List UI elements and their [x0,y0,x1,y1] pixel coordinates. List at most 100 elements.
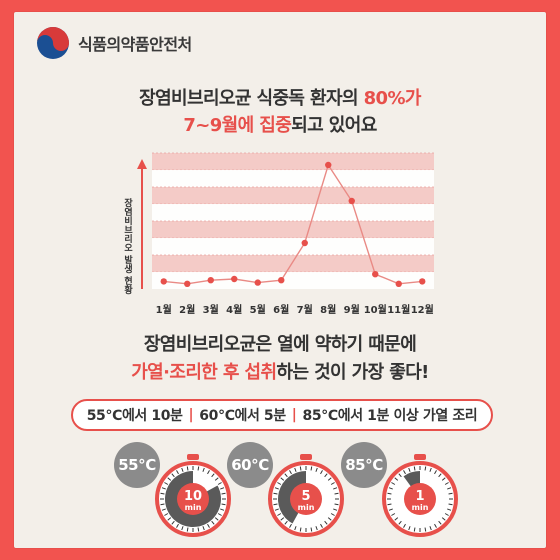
timer-tick [176,523,179,528]
x-tick-label: 2월 [179,304,195,316]
timer-tick [186,527,189,532]
timer-tick [387,492,392,495]
data-point [419,278,426,285]
temperature-badge: 60℃ [227,442,273,488]
timer-tick [429,467,432,472]
timer-tick [324,520,328,525]
timer-tick [434,523,437,528]
timer-tick [217,482,222,485]
timer-tick [220,487,225,490]
timer-tick [334,503,339,506]
timer-tick [324,473,328,478]
timer-tick [448,492,453,495]
timer-tick [388,487,393,490]
timer-tick [214,477,219,481]
timer-tick [289,470,292,475]
timer-tick [273,503,278,506]
subhead-line-2: 가열·조리한 후 섭취하는 것이 가장 좋다! [14,358,546,384]
data-point [348,197,355,205]
data-point [372,271,379,278]
timer-tick [388,508,393,511]
org-name: 식품의약품안전처 [78,35,192,54]
subhead-text-2: 하는 것이 가장 좋다! [276,362,429,383]
timer-tick [284,520,288,525]
cooking-guide-item: 85℃에서 1분 이상 가열 조리 [302,408,478,424]
timer-tick [327,477,332,481]
timer-tick [171,473,175,478]
timer-tick [438,520,442,525]
timer-tick [197,527,200,532]
timer-tick [167,477,172,481]
timer-tick [164,482,169,485]
timer-tick [181,467,184,472]
subhead-line-1: 장염비브리오균은 열에 약하기 때문에 [14,330,546,356]
headline-text: 장염비브리오균 식중독 환자의 [139,88,364,109]
timer-tick [299,527,302,532]
timer-tick [202,526,205,531]
timer-tick [408,526,411,531]
data-point [395,280,402,287]
timer-tick [310,466,313,471]
timer-tick [197,466,200,471]
timer-tick [160,503,165,506]
timer-tick [330,513,335,516]
timer-tick [207,470,210,475]
divider: | [188,407,194,423]
timer-tick [444,482,449,485]
x-tick-label: 10월 [364,304,387,316]
timer-tick [403,523,406,528]
data-point [184,280,191,287]
temperature-badge: 55℃ [114,442,160,488]
monthly-incidence-chart: 1월 2월 3월 4월 5월 6월 7월 8월 9월 10월 11월 12월 [137,152,434,316]
chart-band [152,153,434,170]
timer-tick [408,467,411,472]
timer-tick [413,527,416,532]
timer-tick [334,492,339,495]
timer-tick [284,473,288,478]
series-line [163,163,423,285]
headline-text-2: 되고 있어요 [291,115,377,136]
timer-tick [274,508,279,511]
timer-tick [394,477,399,481]
headline-line-2: 7~9월에 집중되고 있어요 [14,111,546,137]
data-point [207,277,214,284]
timer-tick [391,482,396,485]
timer-tick [398,473,402,478]
x-tick-label: 7월 [297,304,313,316]
y-axis-arrow-icon [137,159,147,169]
divider: | [291,407,297,423]
timer-tick [280,477,285,481]
timer-tick [176,470,179,475]
timer-tick [299,466,302,471]
timer-tick [448,503,453,506]
timer-knob [300,454,312,460]
timer-tick [424,466,427,471]
timer-tick [447,508,452,511]
chart-band [152,187,434,204]
chart-band [152,170,434,187]
timer-dial-icon: 10 min [148,452,238,542]
timer-tick [202,467,205,472]
headline-line-1: 장염비브리오균 식중독 환자의 80%가 [14,84,546,110]
timer-center [177,483,209,515]
timer-tick [167,517,172,521]
timer-tick [398,520,402,525]
timer-unit: min [412,503,429,512]
timer-tick [221,503,226,506]
timer-tick [220,508,225,511]
timer-tick [434,470,437,475]
timer-tick [403,470,406,475]
x-tick-label: 12월 [411,304,434,316]
timer-tick [394,517,399,521]
timer-knob [187,454,199,460]
data-point [160,278,167,285]
headline-accent: 80%가 [363,88,422,109]
timer-tick [211,473,215,478]
x-tick-label: 3월 [203,304,219,316]
chart-band [152,204,434,221]
timer-tick [441,477,446,481]
timer-tick [330,482,335,485]
timer-tick [217,513,222,516]
timer-unit: min [185,503,202,512]
x-tick-label: 11월 [387,304,410,316]
